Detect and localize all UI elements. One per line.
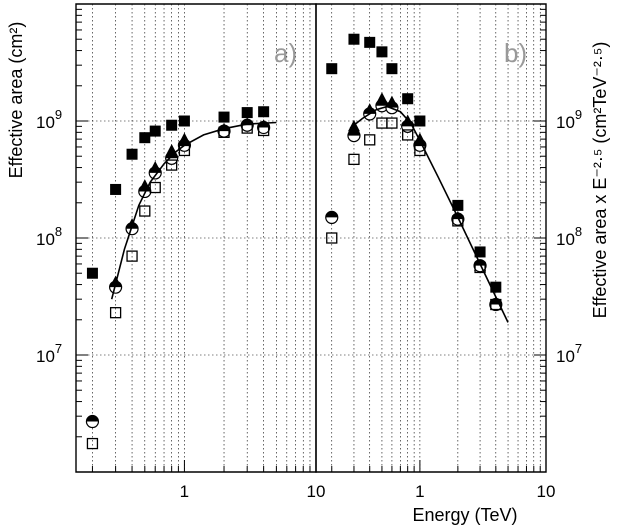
panel-b-point-square-filled	[474, 246, 486, 258]
panel-a-point-square-filled	[218, 111, 230, 123]
panel-b-x-tick-label: 1	[415, 482, 424, 501]
panel-b-fit-line	[349, 105, 509, 323]
panel-a-point-square-filled	[241, 107, 253, 119]
panel-a-point-square-filled	[86, 267, 98, 279]
x-axis-title: Energy (TeV)	[412, 505, 517, 525]
panel-b: 1 10 107 108 109 b)	[315, 3, 582, 501]
panel-a-point-circle-half	[125, 222, 139, 236]
panel-b-y-tick-label: 107	[556, 341, 582, 366]
panel-a-point-square-open	[126, 250, 138, 262]
y-axis-title-left: Effective area (cm²)	[6, 22, 26, 179]
panel-a-point-square-open	[218, 126, 230, 138]
panel-a: 1 10 107 108 109 a)	[36, 3, 326, 501]
panel-b-point-square-filled	[326, 63, 338, 75]
panel-a-point-square-open	[166, 159, 178, 171]
panel-a-y-tick-label: 107	[36, 341, 62, 366]
panel-a-fit-line	[110, 121, 277, 300]
panel-a-point-circle-half	[240, 118, 254, 132]
panel-b-point-circle-fill	[385, 101, 398, 108]
panel-b-point-square-open	[326, 232, 338, 244]
panel-b-point-square-filled	[376, 46, 388, 58]
panel-a-point-square-filled	[126, 148, 138, 160]
panel-b-point-square-open	[402, 129, 414, 141]
panel-b-frame	[315, 3, 547, 473]
panel-b-point-circle-fill	[347, 129, 360, 136]
panel-b-point-square-open	[490, 298, 502, 311]
panel-a-point-square-filled	[258, 106, 270, 118]
panel-b-point-circle-half	[325, 210, 339, 224]
panel-b-point-square-filled	[386, 63, 398, 75]
panel-b-point-square-open	[364, 134, 376, 146]
panel-b-x-tick-label: 10	[537, 482, 556, 501]
panel-b-point-square-filled	[402, 93, 414, 105]
panel-b-point-square-open	[348, 153, 360, 166]
panel-a-point-square-open	[139, 205, 151, 217]
panel-b-point-square-open	[376, 117, 388, 129]
panel-b-point-circle-half	[347, 129, 361, 143]
panel-b-point-circle-fill	[375, 99, 388, 106]
panel-a-point-square-filled	[178, 115, 190, 127]
panel-a-y-tick-label: 109	[36, 107, 62, 132]
panel-a-point-circle-half	[165, 151, 179, 165]
panel-a-point-square-open	[86, 437, 99, 450]
panel-a-point-square-filled	[139, 132, 151, 144]
panel-b-point-square-open	[386, 117, 398, 129]
panel-b-point-square-filled	[364, 36, 376, 48]
panel-a-point-square-open	[109, 307, 122, 319]
panel-b-label: b)	[504, 38, 527, 68]
panel-a-x-tick-label: 10	[307, 482, 326, 501]
panel-b-point-square-filled	[452, 199, 464, 211]
panel-a-point-square-open	[241, 122, 253, 134]
panel-b-point-circle-fill	[401, 120, 414, 127]
panel-b-y-tick-label: 109	[556, 107, 582, 132]
panel-b-point-square-filled	[414, 115, 426, 127]
panel-a-x-tick-label: 1	[180, 482, 189, 501]
panel-a-point-square-open	[149, 181, 161, 194]
panel-a-point-square-filled	[166, 119, 178, 131]
panel-a-label: a)	[274, 38, 297, 68]
y-axis-title-right: Effective area x E⁻²·⁵ (cm²TeV⁻²·⁵)	[590, 42, 610, 319]
panel-b-point-square-filled	[348, 33, 360, 45]
panel-a-point-square-filled	[110, 183, 122, 195]
panel-b-point-circle-fill	[325, 211, 338, 218]
panel-a-point-circle-fill	[86, 415, 99, 422]
panel-b-y-tick-label: 108	[556, 224, 582, 249]
panel-b-point-square-filled	[490, 281, 502, 293]
panel-a-point-circle-half	[85, 414, 100, 429]
panel-a-point-square-open	[257, 124, 270, 137]
panel-a-y-tick-label: 108	[36, 224, 62, 249]
panel-a-point-square-filled	[149, 125, 161, 137]
